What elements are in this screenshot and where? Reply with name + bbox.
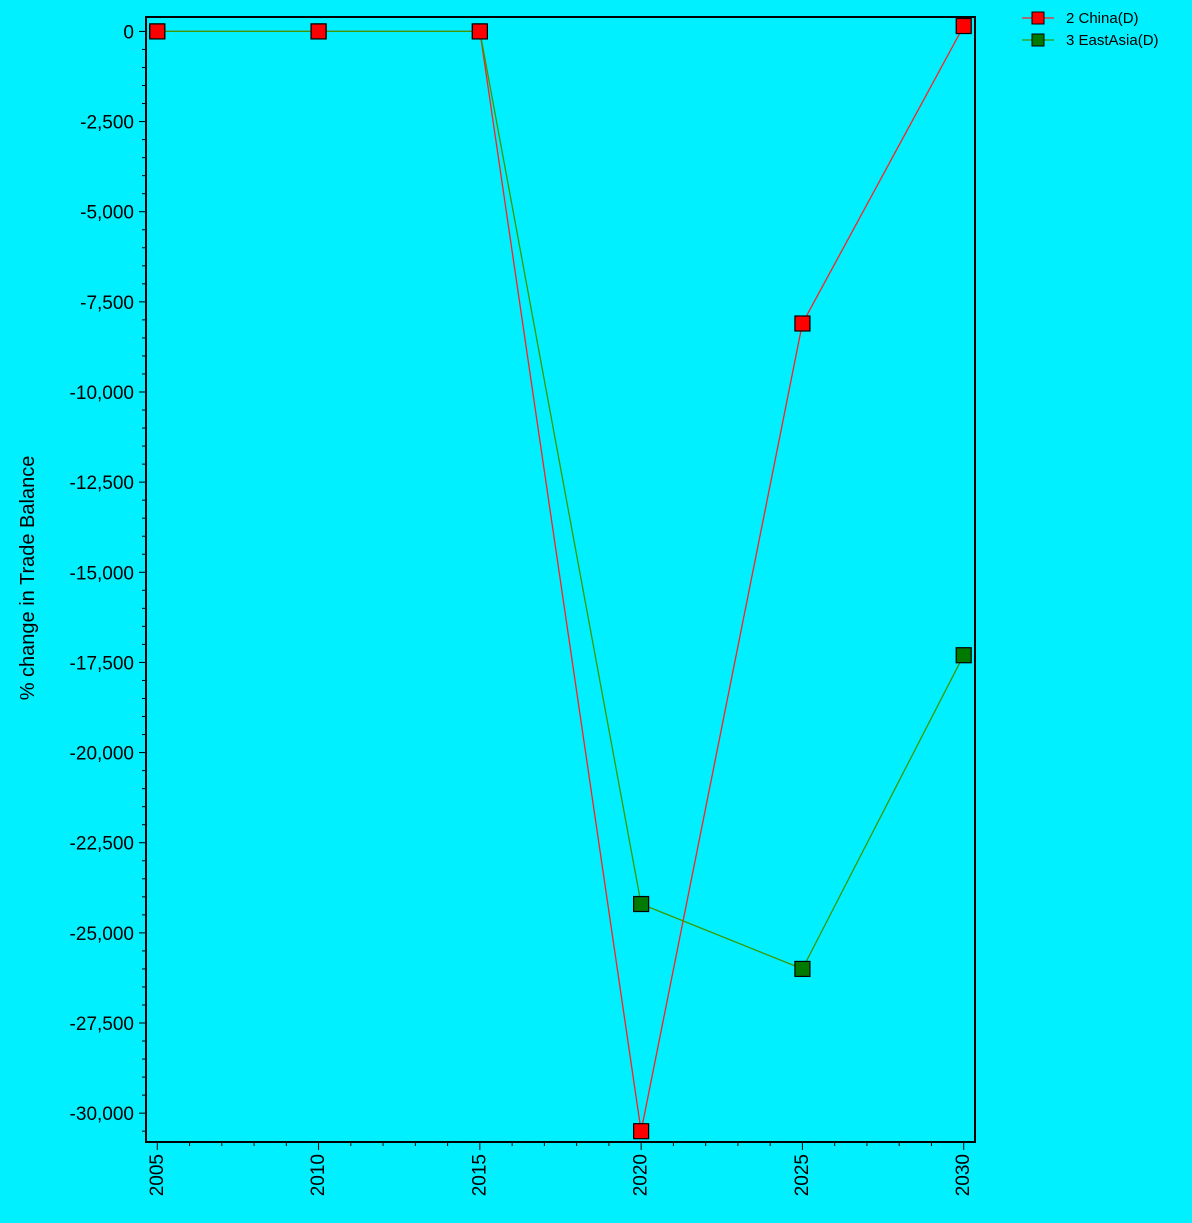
- legend-marker-1: [1031, 11, 1045, 25]
- y-tick-label: -27,500: [70, 1014, 134, 1035]
- series-2-point: [633, 895, 650, 913]
- y-tick-label: -17,500: [70, 653, 134, 674]
- y-tick-label: -12,500: [70, 473, 134, 494]
- legend: 2 China(D) 3 EastAsia(D): [1022, 10, 1159, 49]
- series-1-point: [633, 1123, 650, 1140]
- series-1-point: [955, 17, 972, 35]
- x-tick-label: 2005: [147, 1154, 168, 1196]
- legend-marker-2: [1031, 33, 1045, 47]
- y-axis-label: % change in Trade Balance: [17, 456, 39, 701]
- plot-frame: [145, 16, 976, 1143]
- y-tick-label: 0: [123, 22, 134, 43]
- legend-label-1: 2 China(D): [1066, 10, 1139, 27]
- y-tick-label: -5,000: [80, 203, 134, 224]
- y-tick-label: -25,000: [70, 924, 134, 945]
- series-markers: [149, 17, 972, 1140]
- y-tick-label: -20,000: [70, 744, 134, 765]
- y-tick-label: -7,500: [80, 293, 134, 314]
- y-tick-label: -22,500: [70, 834, 134, 855]
- series-lines: [157, 25, 965, 1132]
- x-tick-label: 2010: [308, 1154, 329, 1196]
- series-2-point: [955, 647, 972, 664]
- series-2-point: [794, 960, 811, 978]
- series-1-point: [149, 23, 166, 40]
- x-tick-label: 2015: [469, 1154, 490, 1196]
- x-tick-label: 2025: [792, 1154, 813, 1196]
- series-line-1: [157, 25, 965, 1132]
- x-tick-label: 2030: [953, 1154, 974, 1196]
- y-tick-label: -30,000: [70, 1104, 134, 1125]
- y-tick-label: -10,000: [70, 383, 134, 404]
- y-tick-label: -2,500: [80, 113, 134, 134]
- series-line-2: [157, 30, 965, 970]
- series-1-point: [310, 23, 327, 40]
- legend-label-2: 3 EastAsia(D): [1066, 32, 1159, 49]
- y-tick-label: -15,000: [70, 563, 134, 584]
- y-axis-ticks: 0 -2,500 -5,000 -7,500 -10,000 -12,500 -15,000…: [70, 22, 146, 1132]
- x-axis-ticks: 2005 2010 2015 2020 2025 2030: [147, 1142, 974, 1196]
- series-1-point: [471, 23, 488, 40]
- series-1-point: [794, 315, 811, 332]
- x-tick-label: 2020: [631, 1154, 652, 1196]
